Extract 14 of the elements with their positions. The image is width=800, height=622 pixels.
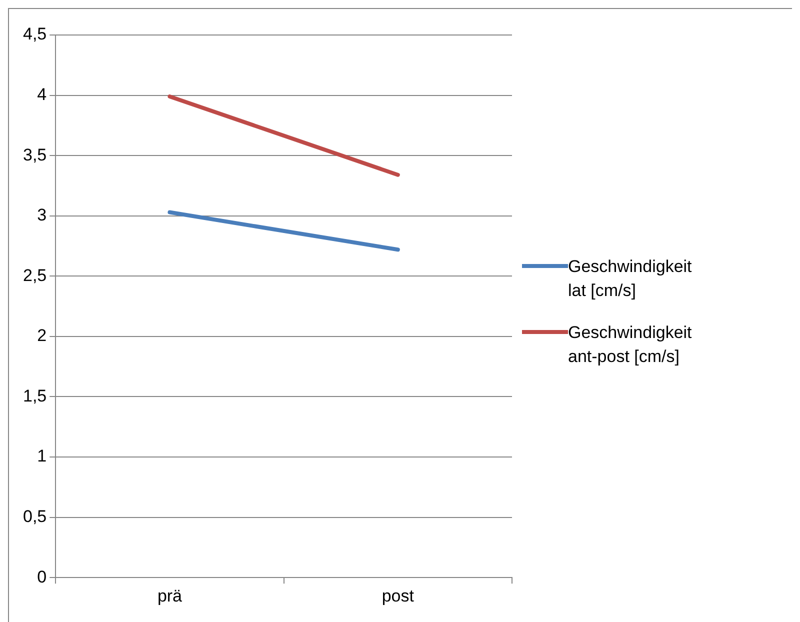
x-tick-label: post [382,586,414,606]
y-tick-label: 2 [37,326,47,346]
y-tick-label: 1 [37,446,47,466]
y-tick-label: 3 [37,206,47,225]
y-tick-label: 4 [37,84,47,104]
y-tick-label: 2,5 [22,266,47,285]
x-tick-label: prä [157,586,183,606]
legend-label: Geschwindigkeit lat [cm/s] [568,256,693,302]
y-tick-label: 4,5 [22,24,47,44]
y-tick-label: 3,5 [22,145,47,164]
y-tick-label: 0 [37,567,47,586]
legend-label: Geschwindigkeit ant-post [cm/s] [568,322,693,368]
y-tick-label: 1,5 [22,386,47,406]
y-tick-label: 0,5 [22,507,47,526]
